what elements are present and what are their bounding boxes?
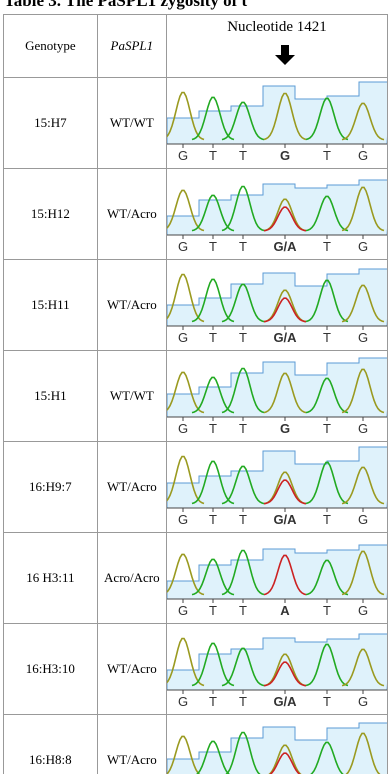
quality-area (167, 269, 387, 326)
base-call: G (358, 239, 368, 254)
base-call: T (239, 512, 247, 527)
base-call: T (209, 421, 217, 436)
base-call: G (358, 694, 368, 709)
genotype-cell: 15:H11 (4, 260, 98, 351)
quality-area (167, 634, 387, 690)
zygosity-cell: WT/Acro (97, 260, 166, 351)
base-call: T (209, 330, 217, 345)
chromatogram-cell: GTTG/ATG (166, 715, 387, 774)
genotype-cell: 16:H3:10 (4, 624, 98, 715)
base-call: T (209, 512, 217, 527)
base-call: T (323, 694, 331, 709)
base-call: G (178, 421, 188, 436)
base-call: G (280, 421, 290, 436)
zygosity-cell: Acro/Acro (97, 533, 166, 624)
base-call: G/A (273, 694, 297, 709)
genotype-cell: 15:H12 (4, 169, 98, 260)
base-call: G (178, 239, 188, 254)
header-row: Genotype PaSPL1 Nucleotide 1421 (4, 15, 388, 78)
base-call: G (280, 148, 290, 163)
base-call: G (358, 421, 368, 436)
chromatogram-cell: G T T G/A T G (166, 169, 387, 260)
base-call: G (178, 512, 188, 527)
quality-area (167, 358, 387, 417)
base-call: T (323, 512, 331, 527)
base-call: T (239, 239, 247, 254)
header-cell: Genotype (4, 15, 98, 78)
zygosity-cell: WT/WT (97, 351, 166, 442)
table-title: Table 3. The PaSPL1 zygosity of t (4, 0, 247, 11)
page: Table 3. The PaSPL1 zygosity of t Genoty… (0, 0, 388, 774)
genotype-cell: 16:H9:7 (4, 442, 98, 533)
base-call: T (209, 239, 217, 254)
genotype-cell: 16:H8:8 (4, 715, 98, 774)
genotype-cell: 15:H7 (4, 78, 98, 169)
quality-area (167, 180, 387, 235)
chromatogram: G T T G/A T G (167, 169, 387, 255)
base-call: G (358, 330, 368, 345)
base-call: G/A (273, 330, 297, 345)
base-call: G/A (273, 239, 297, 254)
base-call: T (323, 421, 331, 436)
quality-area (167, 447, 387, 508)
zygosity-cell: WT/Acro (97, 169, 166, 260)
chromatogram: G T T G/A T G (167, 442, 387, 528)
base-call: T (323, 330, 331, 345)
chromatogram: G T T G/A T G (167, 624, 387, 710)
chromatogram-cell: G T T G/A T G (166, 260, 387, 351)
zygosity-cell: WT/Acro (97, 624, 166, 715)
base-call: A (280, 603, 290, 618)
base-call: T (209, 694, 217, 709)
genotype-cell: 15:H1 (4, 351, 98, 442)
base-call: T (209, 603, 217, 618)
base-call: G (178, 148, 188, 163)
chromatogram-cell: GTTGTG (166, 78, 387, 169)
zygosity-cell: WT/WT (97, 78, 166, 169)
genotype-cell: 16 H3:11 (4, 533, 98, 624)
chromatogram-cell: G T T G/A T G (166, 442, 387, 533)
base-call: G (358, 148, 368, 163)
base-call: G (178, 603, 188, 618)
base-call: G (178, 330, 188, 345)
chromatogram: GTTGTG (167, 78, 387, 164)
base-call: T (323, 239, 331, 254)
base-call: T (239, 694, 247, 709)
zygosity-cell: WT/Acro (97, 715, 166, 774)
base-call: T (209, 148, 217, 163)
chromatogram-cell: G T T G/A T G (166, 624, 387, 715)
base-call: G (358, 603, 368, 618)
zygosity-cell: WT/Acro (97, 442, 166, 533)
base-call: T (239, 421, 247, 436)
quality-area (167, 723, 387, 774)
base-call: T (323, 603, 331, 618)
base-call: G (358, 512, 368, 527)
header-cell: Nucleotide 1421 (166, 15, 387, 78)
header-cell: PaSPL1 (97, 15, 166, 78)
base-call: G/A (273, 512, 297, 527)
chromatogram: G T T G/A T G (167, 260, 387, 346)
base-call: T (239, 148, 247, 163)
base-call: T (239, 330, 247, 345)
base-call: T (323, 148, 331, 163)
base-call: G (178, 694, 188, 709)
arrow (167, 15, 387, 77)
base-call: T (239, 603, 247, 618)
